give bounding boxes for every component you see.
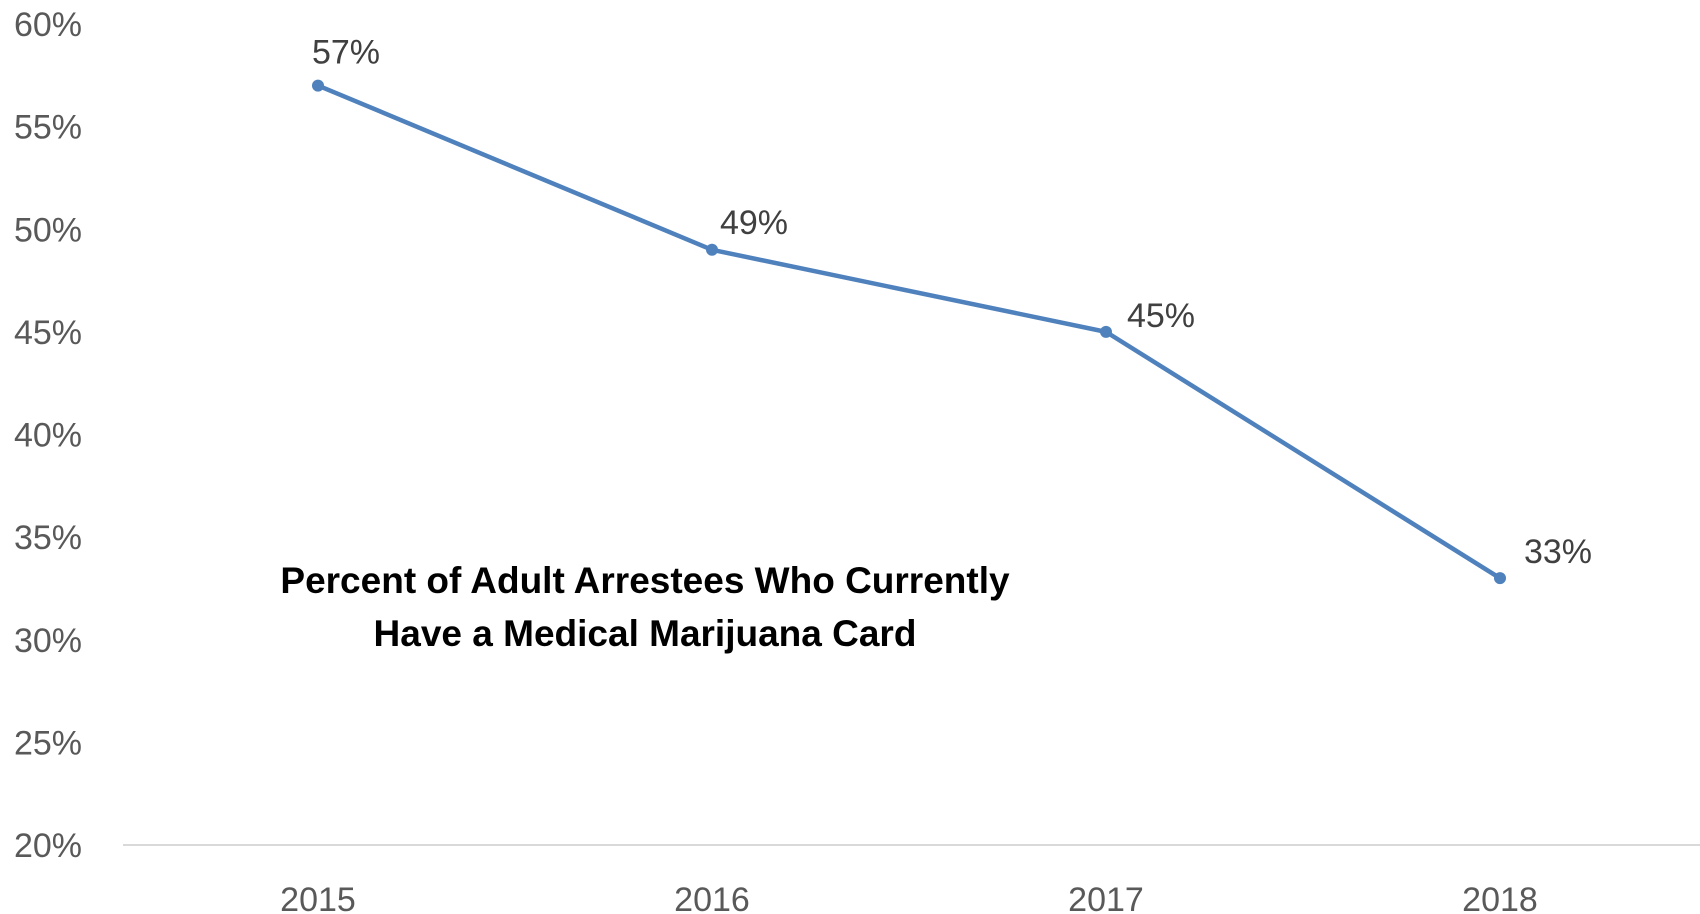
- data-label: 45%: [1127, 297, 1195, 335]
- x-axis-tick-labels: 2015 2016 2017 2018: [280, 881, 1538, 914]
- chart-title-line-1: Percent of Adult Arrestees Who Currently: [280, 560, 1010, 601]
- y-tick-label: 20%: [14, 827, 82, 865]
- data-labels: 57% 49% 45% 33%: [312, 34, 1592, 572]
- y-tick-label: 60%: [14, 6, 82, 44]
- y-tick-label: 25%: [14, 724, 82, 762]
- y-tick-label: 50%: [14, 211, 82, 249]
- x-tick-label: 2018: [1462, 881, 1538, 914]
- y-axis-tick-labels: 20% 25% 30% 35% 40% 45% 50% 55% 60%: [14, 6, 82, 865]
- chart-title-line-2: Have a Medical Marijuana Card: [374, 613, 917, 654]
- series-line: [317, 83, 1502, 581]
- data-label: 49%: [720, 204, 788, 242]
- data-point: [706, 243, 718, 256]
- x-tick-label: 2015: [280, 881, 356, 914]
- data-points: [312, 79, 1506, 585]
- x-tick-label: 2016: [674, 881, 750, 914]
- y-tick-label: 55%: [14, 109, 82, 147]
- y-tick-label: 40%: [14, 417, 82, 455]
- data-label: 57%: [312, 34, 380, 72]
- y-tick-label: 45%: [14, 314, 82, 352]
- data-point: [1494, 572, 1506, 585]
- y-tick-label: 30%: [14, 622, 82, 660]
- x-tick-label: 2017: [1068, 881, 1144, 914]
- data-point: [1100, 325, 1112, 338]
- y-tick-label: 35%: [14, 519, 82, 557]
- data-label: 33%: [1524, 533, 1592, 571]
- data-point: [312, 79, 324, 92]
